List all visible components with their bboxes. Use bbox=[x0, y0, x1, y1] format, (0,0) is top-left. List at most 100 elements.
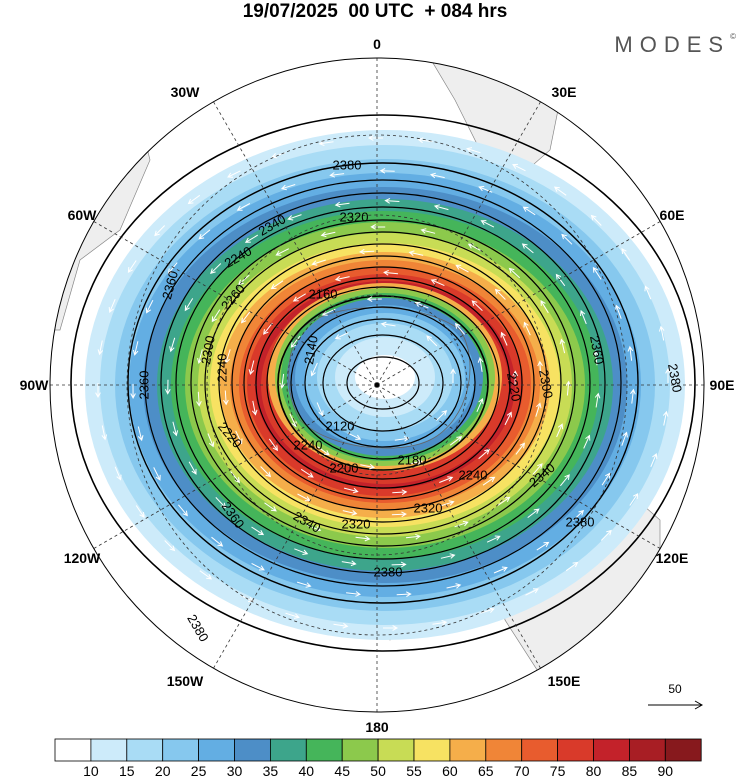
wind-vector bbox=[601, 472, 611, 486]
contour-line bbox=[346, 356, 420, 410]
wind-vector bbox=[436, 410, 448, 421]
wind-vector bbox=[592, 266, 602, 280]
colorbar-swatch bbox=[126, 738, 164, 762]
wind-vector bbox=[329, 172, 345, 178]
wind-vector bbox=[169, 337, 176, 353]
longitude-label-30w: 30W bbox=[171, 84, 201, 100]
wind-vector bbox=[311, 259, 326, 266]
meridian-line bbox=[213, 101, 378, 386]
wind-vector bbox=[379, 168, 395, 174]
longitude-label-90e: 90E bbox=[710, 377, 735, 393]
wind-vector bbox=[296, 581, 312, 588]
colorbar-tick-label: 65 bbox=[478, 763, 494, 779]
contour-line bbox=[277, 295, 489, 471]
wind-vector bbox=[414, 301, 429, 309]
wind-vector bbox=[97, 340, 104, 356]
wind-vector bbox=[665, 367, 671, 383]
wind-vector bbox=[527, 508, 540, 518]
wind-vector bbox=[294, 548, 309, 555]
latitude-circle bbox=[126, 134, 628, 636]
wind-vector bbox=[454, 322, 465, 335]
wind-vector bbox=[132, 341, 139, 356]
reference-vector-value: 50 bbox=[668, 682, 682, 696]
wind-vector bbox=[440, 553, 456, 559]
wind-vector bbox=[429, 172, 445, 179]
wind-vector bbox=[580, 309, 587, 325]
colorbar-swatch bbox=[521, 738, 559, 762]
wind-vector bbox=[127, 260, 137, 273]
colorbar-swatch bbox=[90, 738, 128, 762]
contour-label: 2180 bbox=[398, 453, 427, 468]
contour-line bbox=[218, 243, 548, 523]
wind-vector bbox=[235, 430, 243, 445]
wind-vector bbox=[644, 285, 652, 300]
wind-vector bbox=[650, 452, 658, 467]
wind-vector bbox=[600, 529, 612, 541]
wind-vector bbox=[310, 362, 318, 377]
wind-vector bbox=[440, 500, 455, 507]
wind-vector bbox=[583, 434, 591, 449]
wind-vector bbox=[292, 293, 306, 302]
wind-vector bbox=[383, 269, 399, 276]
land-antarctica bbox=[288, 307, 471, 449]
contour-label: 2300 bbox=[536, 368, 556, 399]
contour-line bbox=[266, 286, 500, 480]
wind-vector bbox=[560, 474, 570, 487]
wind-vector bbox=[466, 147, 481, 154]
wind-vector bbox=[268, 438, 279, 452]
wind-vector bbox=[536, 541, 550, 551]
wind-vector bbox=[290, 335, 301, 348]
colorbar-swatch bbox=[413, 738, 451, 762]
colorbar-tick-label: 20 bbox=[155, 763, 171, 779]
wind-vector bbox=[172, 421, 179, 437]
contour-line bbox=[160, 192, 606, 574]
longitude-label-120e: 120E bbox=[656, 550, 689, 566]
colorbar-swatch bbox=[449, 738, 487, 762]
wind-vector bbox=[264, 502, 277, 512]
wind-vector bbox=[512, 163, 526, 172]
wind-vector bbox=[275, 248, 290, 256]
wind-vector bbox=[480, 220, 495, 228]
colorbar-tick-label: 35 bbox=[263, 763, 279, 779]
wind-vector bbox=[430, 279, 445, 287]
wind-vector bbox=[137, 426, 144, 442]
wind-vector bbox=[476, 398, 484, 413]
wind-vector bbox=[164, 540, 176, 552]
wind-vector bbox=[188, 461, 197, 475]
colorbar-swatch bbox=[162, 738, 199, 762]
wind-vector bbox=[394, 436, 410, 442]
wind-vector bbox=[405, 533, 421, 540]
wind-vector bbox=[449, 436, 463, 446]
contour-label: 2360 bbox=[137, 371, 152, 400]
colorbar-swatch bbox=[377, 738, 415, 762]
colorbar-tick-label: 85 bbox=[622, 763, 638, 779]
wind-vector bbox=[145, 299, 154, 314]
contour-line bbox=[231, 255, 535, 511]
wind-vector bbox=[497, 496, 511, 506]
wind-vector bbox=[341, 560, 357, 567]
geopotential-contours bbox=[70, 114, 696, 652]
colorbar-tick-label: 10 bbox=[83, 763, 99, 779]
copyright-mark: © bbox=[730, 32, 736, 41]
wind-vector bbox=[380, 321, 396, 328]
wind-vector bbox=[343, 487, 359, 494]
wind-vector bbox=[383, 625, 399, 631]
colorbar-tick-label: 75 bbox=[550, 763, 566, 779]
wind-vector bbox=[320, 231, 336, 238]
meridian-line bbox=[376, 101, 541, 386]
wind-vector bbox=[199, 570, 213, 580]
wind-vector bbox=[593, 350, 599, 366]
wind-vector bbox=[630, 388, 636, 404]
colorbar-tick-label: 50 bbox=[370, 763, 386, 779]
colorbar-swatch bbox=[557, 738, 594, 762]
wind-vector bbox=[615, 304, 622, 319]
wind-vector bbox=[532, 463, 543, 475]
wind-vector bbox=[594, 392, 601, 408]
meridian-line bbox=[376, 384, 661, 549]
colorbar-tick-label: 25 bbox=[191, 763, 207, 779]
wind-vector bbox=[355, 535, 371, 542]
wind-vector bbox=[346, 591, 362, 597]
contour-label: 2360 bbox=[159, 269, 181, 301]
wind-vector bbox=[433, 204, 449, 211]
